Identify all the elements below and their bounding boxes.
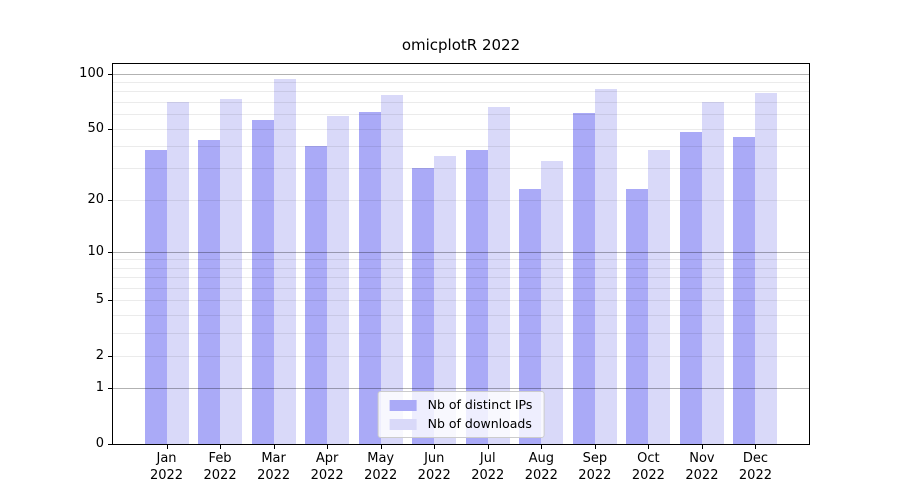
bar-nb-of-downloads-aug-2022 <box>541 161 564 444</box>
gridline-70 <box>113 101 809 103</box>
y-tick-label-5: 5 <box>95 292 104 308</box>
y-tick-2 <box>108 355 112 357</box>
legend: Nb of distinct IPs Nb of downloads <box>377 391 545 438</box>
legend-label-distinct-ips: Nb of distinct IPs <box>427 397 533 412</box>
bar-nb-of-downloads-mar-2022 <box>273 79 296 444</box>
gridline-60 <box>113 114 809 116</box>
gridline-1 <box>113 388 809 390</box>
bar-nb-of-downloads-apr-2022 <box>327 115 350 444</box>
bar-nb-of-distinct-ips-mar-2022 <box>251 119 274 444</box>
gridline-80 <box>113 91 809 93</box>
bar-nb-of-downloads-jan-2022 <box>166 102 189 444</box>
x-tick-label-jan-2022: Jan 2022 <box>149 451 184 483</box>
x-tick-feb-2022 <box>220 445 222 449</box>
gridline-30 <box>113 168 809 170</box>
gridline-4 <box>113 314 809 316</box>
bar-nb-of-downloads-dec-2022 <box>755 93 778 444</box>
y-tick-label-20: 20 <box>87 191 104 207</box>
bar-nb-of-downloads-sep-2022 <box>594 88 617 444</box>
bar-nb-of-downloads-jun-2022 <box>434 156 457 444</box>
y-tick-20 <box>108 199 112 201</box>
gridline-10 <box>113 251 809 253</box>
bar-nb-of-distinct-ips-feb-2022 <box>198 140 221 444</box>
bar-nb-of-distinct-ips-sep-2022 <box>572 112 595 444</box>
legend-swatch-distinct-ips <box>389 399 417 411</box>
bar-nb-of-downloads-feb-2022 <box>220 98 243 444</box>
y-tick-label-1: 1 <box>95 380 104 396</box>
x-tick-label-apr-2022: Apr 2022 <box>310 451 344 483</box>
bar-nb-of-distinct-ips-jul-2022 <box>465 150 488 444</box>
x-tick-label-dec-2022: Dec 2022 <box>738 451 772 483</box>
x-tick-apr-2022 <box>327 445 329 449</box>
y-tick-0 <box>108 444 112 445</box>
plot-area: Nb of distinct IPs Nb of downloads <box>112 63 810 445</box>
legend-swatch-downloads <box>389 418 417 430</box>
gridline-100 <box>113 73 809 75</box>
y-tick-label-10: 10 <box>87 243 104 259</box>
chart-title: omicplotR 2022 <box>401 36 521 54</box>
x-tick-mar-2022 <box>273 445 275 449</box>
y-tick-label-2: 2 <box>95 347 104 363</box>
legend-item-distinct-ips: Nb of distinct IPs <box>389 397 533 412</box>
x-tick-label-jul-2022: Jul 2022 <box>471 451 505 483</box>
x-tick-label-jun-2022: Jun 2022 <box>417 451 451 483</box>
gridline-50 <box>113 128 809 130</box>
bar-nb-of-distinct-ips-jan-2022 <box>144 150 167 444</box>
x-tick-label-may-2022: May 2022 <box>364 451 398 483</box>
gridline-6 <box>113 287 809 289</box>
gridline-40 <box>113 146 809 148</box>
x-tick-dec-2022 <box>755 445 757 449</box>
bar-nb-of-distinct-ips-oct-2022 <box>626 189 649 444</box>
y-tick-label-0: 0 <box>95 436 104 451</box>
x-tick-label-sep-2022: Sep 2022 <box>578 451 612 483</box>
bar-nb-of-downloads-jul-2022 <box>487 106 510 444</box>
x-tick-jan-2022 <box>166 445 168 449</box>
y-tick-label-100: 100 <box>79 65 104 81</box>
y-tick-100 <box>108 73 112 75</box>
y-tick-5 <box>108 300 112 302</box>
x-tick-nov-2022 <box>701 445 703 449</box>
x-tick-oct-2022 <box>648 445 650 449</box>
legend-label-downloads: Nb of downloads <box>427 416 532 431</box>
bar-nb-of-distinct-ips-jun-2022 <box>412 168 435 444</box>
x-tick-label-mar-2022: Mar 2022 <box>257 451 291 483</box>
legend-item-downloads: Nb of downloads <box>389 416 533 431</box>
gridline-9 <box>113 259 809 261</box>
x-tick-label-oct-2022: Oct 2022 <box>631 451 665 483</box>
bar-nb-of-downloads-oct-2022 <box>648 150 671 444</box>
x-tick-label-feb-2022: Feb 2022 <box>203 451 237 483</box>
gridline-5 <box>113 300 809 302</box>
x-tick-label-nov-2022: Nov 2022 <box>685 451 719 483</box>
x-tick-label-aug-2022: Aug 2022 <box>524 451 558 483</box>
gridline-90 <box>113 82 809 84</box>
x-tick-jul-2022 <box>487 445 489 449</box>
bar-nb-of-distinct-ips-apr-2022 <box>305 146 328 444</box>
gridline-2 <box>113 355 809 357</box>
y-tick-10 <box>108 251 112 253</box>
y-tick-50 <box>108 128 112 130</box>
gridline-7 <box>113 277 809 279</box>
bar-nb-of-downloads-may-2022 <box>380 95 403 444</box>
y-tick-label-50: 50 <box>87 120 104 136</box>
bar-nb-of-downloads-nov-2022 <box>701 102 724 444</box>
bar-nb-of-distinct-ips-dec-2022 <box>733 136 756 444</box>
bar-nb-of-distinct-ips-aug-2022 <box>519 189 542 444</box>
bar-nb-of-distinct-ips-nov-2022 <box>679 131 702 444</box>
x-tick-aug-2022 <box>541 445 543 449</box>
gridline-20 <box>113 199 809 201</box>
bar-nb-of-distinct-ips-may-2022 <box>358 111 381 444</box>
y-tick-1 <box>108 388 112 390</box>
gridline-3 <box>113 332 809 334</box>
x-tick-may-2022 <box>380 445 382 449</box>
x-tick-jun-2022 <box>434 445 436 449</box>
gridline-8 <box>113 267 809 269</box>
x-tick-sep-2022 <box>594 445 596 449</box>
